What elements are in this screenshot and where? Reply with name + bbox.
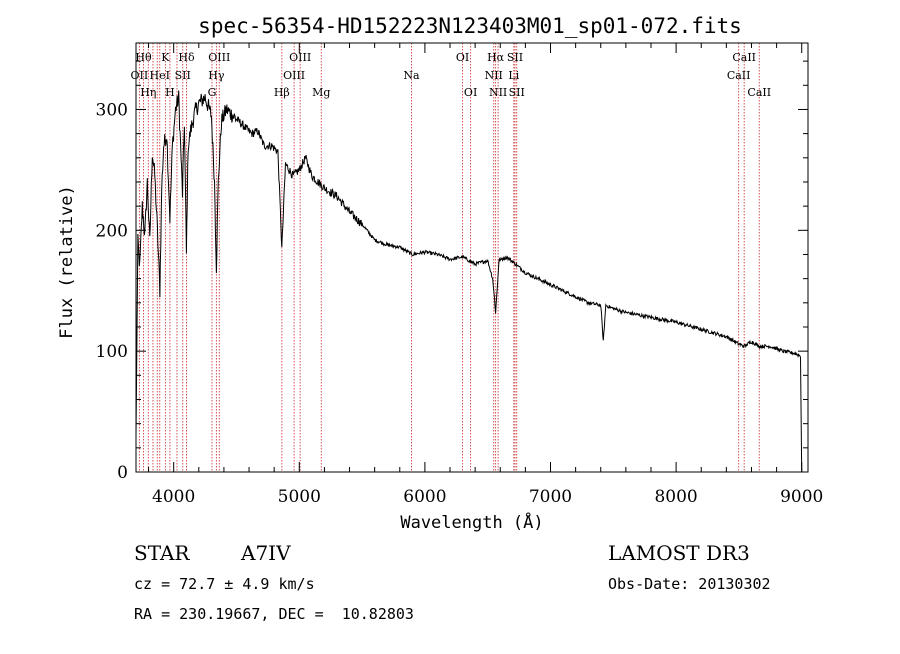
x-axis-label: Wavelength (Å) — [400, 511, 543, 533]
line-label-2: Hη — [140, 86, 156, 99]
line-label-20: OI — [464, 86, 477, 99]
line-label-24: Li — [508, 69, 519, 82]
line-label-25: SII — [507, 51, 523, 64]
line-label-0: OII — [131, 69, 149, 82]
line-label-1: Hθ — [135, 51, 152, 64]
line-label-9: SII — [175, 69, 191, 82]
x-tick-label: 4000 — [152, 487, 195, 507]
x-axis-ticks: 4000 5000 6000 7000 8000 9000 — [148, 43, 823, 507]
line-label-27: CaII — [727, 69, 751, 82]
line-label-7: H — [165, 86, 175, 99]
line-label-5: HeI — [150, 69, 170, 82]
y-tick-label: 300 — [96, 100, 128, 120]
spectrum-series-line — [135, 90, 803, 473]
line-label-13: OIII — [208, 51, 230, 64]
line-label-22: Hα — [487, 51, 505, 64]
line-label-15: OIII — [283, 69, 305, 82]
line-label-28: CaII — [732, 51, 756, 64]
x-tick-label: 9000 — [780, 487, 823, 507]
y-tick-label: 0 — [117, 463, 128, 483]
obs-date-text: Obs-Date: 20130302 — [608, 575, 771, 593]
line-label-11: G — [208, 86, 217, 99]
line-label-23: NII — [489, 86, 507, 99]
y-tick-label: 100 — [96, 342, 128, 362]
line-label-26: SII — [509, 86, 525, 99]
redshift-text: cz = 72.7 ± 4.9 km/s — [134, 575, 315, 593]
spectral-line-markers — [138, 43, 760, 472]
x-tick-label: 5000 — [278, 487, 321, 507]
line-label-19: OI — [456, 51, 469, 64]
coordinates-text: RA = 230.19667, DEC = 10.82803 — [134, 605, 414, 623]
y-axis-ticks: 0 100 200 300 — [96, 60, 808, 483]
x-tick-label: 7000 — [529, 487, 572, 507]
y-tick-label: 200 — [96, 221, 128, 241]
line-label-16: OIII — [289, 51, 311, 64]
line-label-14: Hβ — [274, 86, 290, 99]
survey-name: LAMOST DR3 — [608, 541, 750, 565]
line-label-12: Hγ — [208, 69, 225, 82]
line-label-17: Mg — [312, 86, 330, 99]
line-label-21: NII — [485, 69, 503, 82]
spectral-line-labels: OIIHθHηHeIKHSIIHδGHγOIIIHβOIIIOIIIMgNaOI… — [131, 51, 772, 99]
line-label-6: K — [161, 51, 170, 64]
line-label-10: Hδ — [178, 51, 195, 64]
chart-title: spec-56354-HD152223N123403M01_sp01-072.f… — [198, 14, 742, 38]
line-label-29: CaII — [747, 86, 771, 99]
line-label-18: Na — [403, 69, 420, 82]
object-subclass: A7IV — [240, 541, 291, 565]
x-tick-label: 6000 — [403, 487, 446, 507]
y-axis-label: Flux (relative) — [57, 185, 77, 339]
object-class: STAR — [134, 541, 190, 565]
x-tick-label: 8000 — [654, 487, 697, 507]
plot-frame — [135, 42, 809, 473]
